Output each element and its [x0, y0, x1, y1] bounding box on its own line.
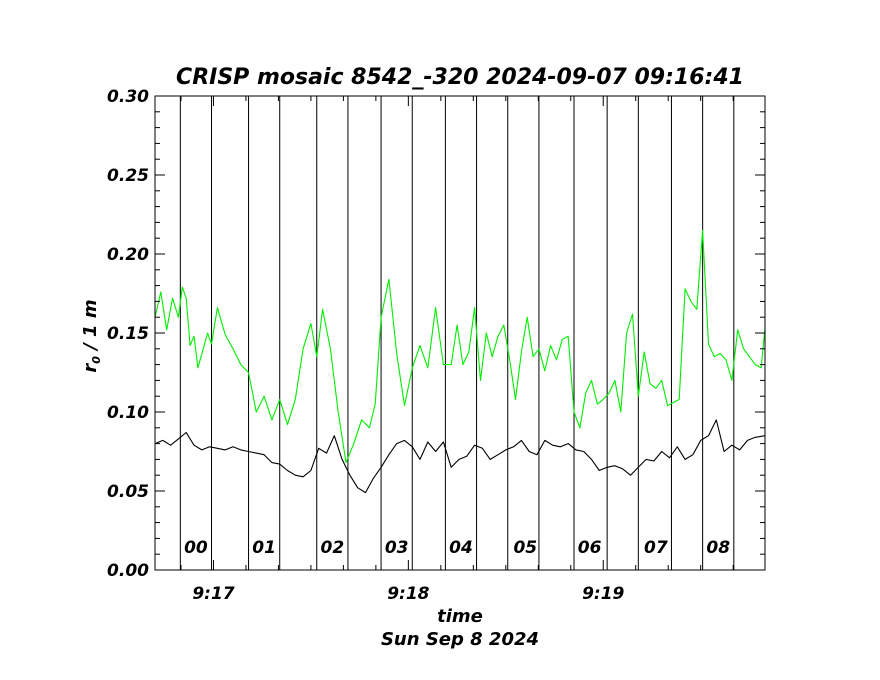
x-tick-label-9-19: 9:19 [582, 584, 624, 604]
y-tick-label-0.20: 0.20 [107, 245, 149, 265]
series-group [154, 229, 766, 494]
y-axis-label-unit: / 1 m [80, 299, 101, 356]
segment-label-07: 07 [644, 538, 668, 558]
axis-tick-labels: 0.00 0.05 0.10 0.15 0.20 0.25 0.30 9:17 9:18 9:19 [107, 87, 625, 604]
chart-title: CRISP mosaic 8542_-320 2024-09-07 09:16:… [176, 65, 744, 90]
y-tick-label-0.25: 0.25 [107, 166, 149, 186]
y-tick-label-0.05: 0.05 [107, 482, 149, 502]
series-black-line [154, 419, 766, 494]
plot-frame [154, 95, 766, 571]
segment-label-06: 06 [578, 538, 602, 558]
segment-label-08: 08 [706, 538, 730, 558]
segment-label-01: 01 [252, 538, 276, 558]
y-tick-label-0.00: 0.00 [107, 561, 149, 581]
x-tick-label-9-17: 9:17 [192, 584, 234, 604]
y-tick-label-0.15: 0.15 [107, 324, 149, 344]
y-tick-label-0.30: 0.30 [107, 87, 149, 107]
x-tick-label-9-18: 9:18 [387, 584, 429, 604]
y-tick-label-0.10: 0.10 [107, 403, 149, 423]
segment-labels: 00 01 02 03 04 05 06 07 08 [184, 538, 730, 558]
y-axis-label-r: r [80, 363, 101, 373]
y-axis-label: r0 / 1 m [80, 299, 103, 372]
x-axis-label: time [437, 606, 483, 627]
segment-label-04: 04 [449, 538, 473, 558]
x-axis-date-label: Sun Sep 8 2024 [381, 629, 539, 650]
y-axis-label-subscript: 0 [90, 356, 103, 364]
segment-label-02: 02 [321, 538, 345, 558]
segment-label-05: 05 [513, 538, 537, 558]
segment-label-00: 00 [184, 538, 208, 558]
segment-label-03: 03 [385, 538, 409, 558]
series-green-line [154, 229, 766, 464]
